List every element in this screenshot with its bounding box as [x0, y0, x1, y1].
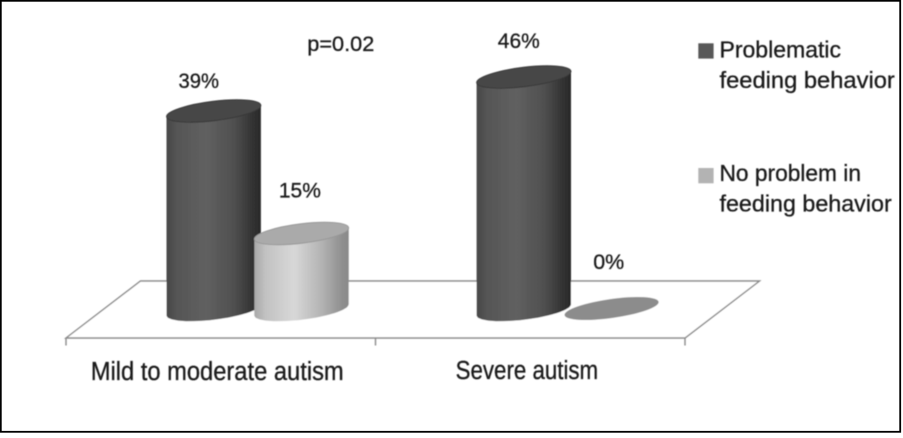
svg-text:39%: 39%: [179, 69, 220, 93]
svg-text:feeding behavior: feeding behavior: [720, 67, 896, 93]
svg-text:0%: 0%: [593, 250, 624, 274]
svg-text:No problem in: No problem in: [720, 160, 862, 186]
svg-text:p=0.02: p=0.02: [307, 32, 374, 56]
svg-text:Mild to moderate autism: Mild to moderate autism: [91, 358, 344, 386]
svg-text:15%: 15%: [279, 179, 321, 203]
svg-text:46%: 46%: [498, 29, 540, 53]
svg-text:Severe autism: Severe autism: [456, 357, 599, 385]
svg-text:feeding behavior: feeding behavior: [720, 191, 893, 217]
svg-text:Problematic: Problematic: [720, 36, 842, 62]
